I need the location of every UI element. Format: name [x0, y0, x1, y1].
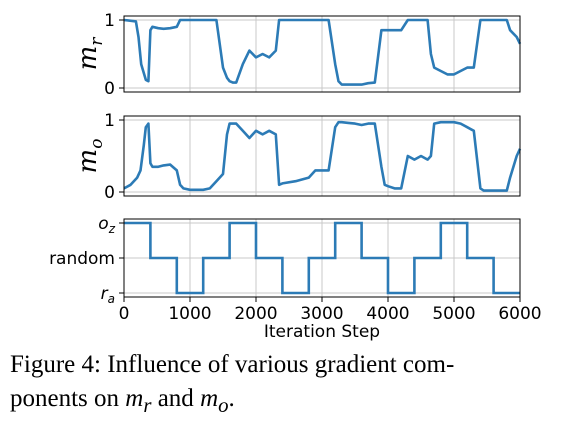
xtick-label: 3000 [300, 304, 343, 324]
caption-symbol-m1: m [125, 385, 144, 412]
figure-caption: Figure 4: Influence of various gradient … [10, 348, 580, 422]
yticks-gradient: ra random oz [49, 214, 124, 306]
caption-symbol-m2: m [200, 385, 219, 412]
x-axis-label: Iteration Step [264, 322, 380, 342]
ytick-label: 1 [104, 111, 115, 131]
ytick-label: random [49, 249, 115, 269]
panel-gradient: ra random oz 0 1000 2000 3000 4000 5000 6000 Ite… [49, 214, 542, 342]
ytick-label: ra [101, 284, 115, 306]
caption-and: and [151, 385, 201, 412]
ylabel-mo-main: m [73, 149, 103, 174]
series-line-mr [123, 18, 522, 86]
caption-sub-o: o [218, 393, 229, 417]
xtick-label: 5000 [432, 304, 475, 324]
grid-mr [123, 16, 521, 92]
series-line-mo [123, 120, 522, 192]
ytick-label: 0 [104, 79, 115, 99]
yticks-mo: 01 [104, 111, 124, 203]
xtick-label: 0 [119, 304, 130, 324]
ytick-label: oz [98, 214, 115, 236]
ylabel-mr-main: m [73, 46, 103, 71]
series-line-gradient [124, 221, 520, 295]
ytick-label: 1 [104, 11, 115, 31]
ylabel-mr: mr [73, 37, 107, 71]
grid-mo [123, 116, 521, 196]
xtick-label: 6000 [498, 304, 541, 324]
xticks-gradient: 0 1000 2000 3000 4000 5000 6000 [119, 297, 542, 324]
caption-line-1: Figure 4: Influence of various gradient … [10, 351, 455, 378]
ytick-label: 0 [104, 183, 115, 203]
ylabel-mr-sub: r [87, 37, 107, 46]
caption-line-2-start: ponents on [10, 385, 126, 412]
panel-mo: 01 mo [73, 111, 522, 203]
ylabel-mo-sub: o [87, 139, 107, 149]
xtick-label: 1000 [168, 304, 211, 324]
xtick-label: 4000 [366, 304, 409, 324]
caption-sub-r: r [143, 393, 152, 417]
xtick-label: 2000 [234, 304, 277, 324]
yticks-mr: 01 [104, 11, 124, 99]
panel-mr: 01 mr [73, 11, 522, 99]
caption-end: . [228, 385, 235, 412]
ylabel-mo: mo [73, 139, 107, 174]
axes-frame-mo [123, 115, 521, 197]
axes-frame-mr [123, 15, 521, 93]
